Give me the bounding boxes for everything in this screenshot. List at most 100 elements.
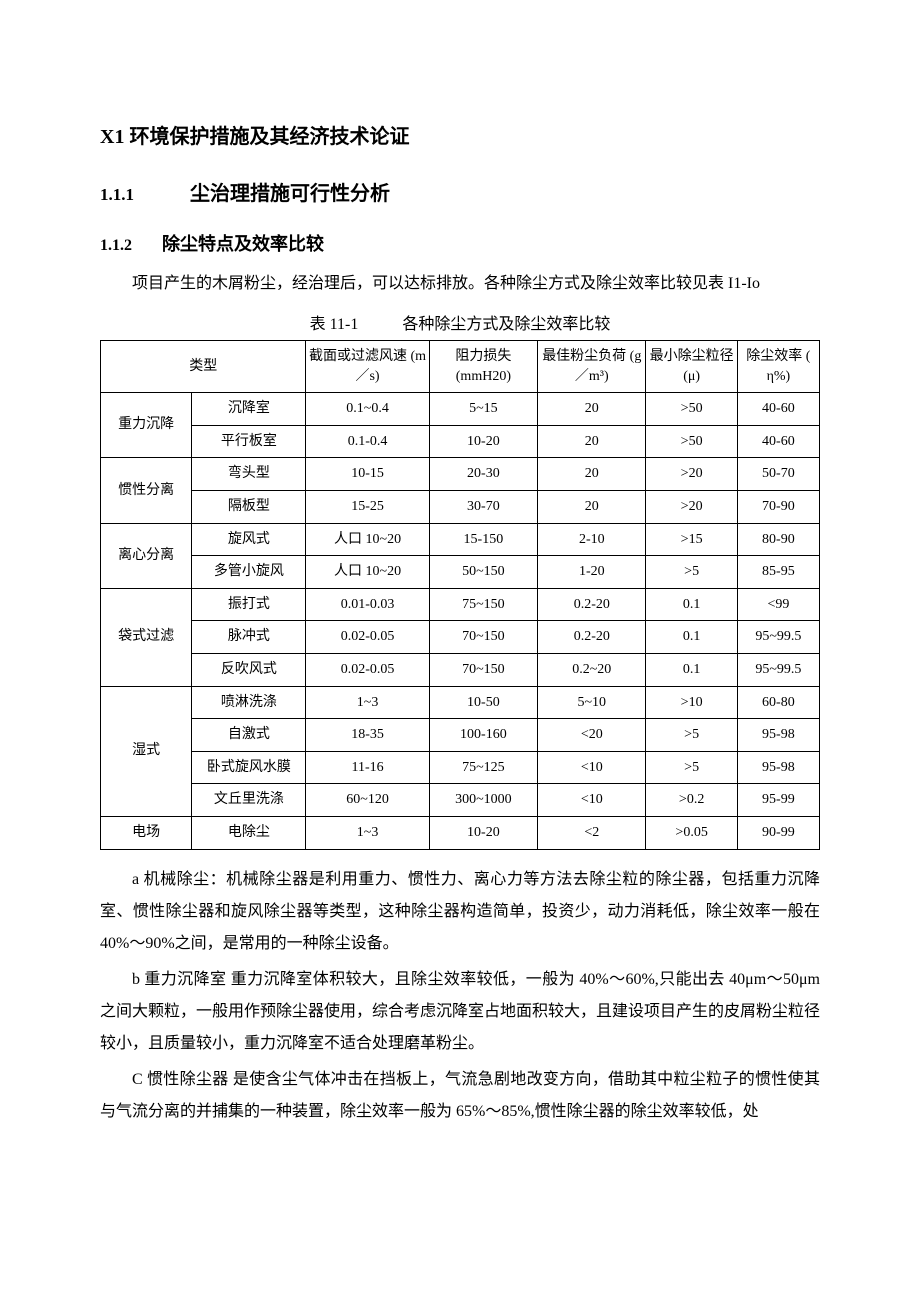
cell-min-particle: 0.1 bbox=[646, 653, 737, 686]
subsection-title: 除尘特点及效率比较 bbox=[162, 230, 324, 256]
table-row: 反吹风式0.02-0.0570~1500.2~200.195~99.5 bbox=[101, 653, 820, 686]
cell-subtype: 沉降室 bbox=[192, 393, 306, 426]
cell-subtype: 隔板型 bbox=[192, 490, 306, 523]
cell-subtype: 喷淋洗涤 bbox=[192, 686, 306, 719]
cell-category: 电场 bbox=[101, 816, 192, 849]
cell-min-particle: >5 bbox=[646, 751, 737, 784]
cell-pressure-loss: 30-70 bbox=[429, 490, 537, 523]
section-number: 1.1.1 bbox=[100, 185, 190, 205]
cell-min-particle: >0.05 bbox=[646, 816, 737, 849]
cell-efficiency: 40-60 bbox=[737, 425, 819, 458]
cell-min-particle: >5 bbox=[646, 719, 737, 752]
cell-dust-load: 5~10 bbox=[538, 686, 646, 719]
cell-efficiency: 60-80 bbox=[737, 686, 819, 719]
cell-efficiency: 40-60 bbox=[737, 393, 819, 426]
paragraph-c: C 惯性除尘器 是使含尘气体冲击在挡板上，气流急剧地改变方向，借助其中粒尘粒子的… bbox=[100, 1064, 820, 1128]
table-row: 袋式过滤振打式0.01-0.0375~1500.2-200.1<99 bbox=[101, 588, 820, 621]
table-header-row: 类型 截面或过滤风速 (m／s) 阻力损失 (mmH20) 最佳粉尘负荷 (g／… bbox=[101, 341, 820, 393]
cell-pressure-loss: 5~15 bbox=[429, 393, 537, 426]
cell-min-particle: 0.1 bbox=[646, 588, 737, 621]
table-row: 电场电除尘1~310-20<2>0.0590-99 bbox=[101, 816, 820, 849]
section-heading: 1.1.1 尘治理措施可行性分析 bbox=[100, 177, 820, 206]
cell-velocity: 人口 10~20 bbox=[306, 523, 429, 556]
table-row: 离心分离旋风式人口 10~2015-1502-10>1580-90 bbox=[101, 523, 820, 556]
cell-dust-load: 20 bbox=[538, 425, 646, 458]
cell-subtype: 自激式 bbox=[192, 719, 306, 752]
table-number: 表 11-1 bbox=[310, 316, 359, 333]
cell-dust-load: 2-10 bbox=[538, 523, 646, 556]
cell-velocity: 0.1~0.4 bbox=[306, 393, 429, 426]
cell-efficiency: 95-98 bbox=[737, 751, 819, 784]
cell-velocity: 60~120 bbox=[306, 784, 429, 817]
cell-efficiency: 95-99 bbox=[737, 784, 819, 817]
table-row: 平行板室0.1-0.410-2020>5040-60 bbox=[101, 425, 820, 458]
cell-min-particle: >5 bbox=[646, 556, 737, 589]
cell-dust-load: <10 bbox=[538, 784, 646, 817]
cell-pressure-loss: 100-160 bbox=[429, 719, 537, 752]
cell-velocity: 15-25 bbox=[306, 490, 429, 523]
cell-subtype: 脉冲式 bbox=[192, 621, 306, 654]
cell-dust-load: <2 bbox=[538, 816, 646, 849]
table-row: 卧式旋风水膜11-1675~125<10>595-98 bbox=[101, 751, 820, 784]
cell-efficiency: 90-99 bbox=[737, 816, 819, 849]
cell-dust-load: 0.2-20 bbox=[538, 588, 646, 621]
cell-pressure-loss: 70~150 bbox=[429, 621, 537, 654]
cell-min-particle: >10 bbox=[646, 686, 737, 719]
cell-efficiency: 85-95 bbox=[737, 556, 819, 589]
table-row: 自激式18-35100-160<20>595-98 bbox=[101, 719, 820, 752]
table-row: 文丘里洗涤60~120300~1000<10>0.295-99 bbox=[101, 784, 820, 817]
cell-dust-load: 20 bbox=[538, 393, 646, 426]
paragraph-a: a 机械除尘：机械除尘器是利用重力、惯性力、离心力等方法去除尘粒的除尘器，包括重… bbox=[100, 864, 820, 960]
subsection-number: 1.1.2 bbox=[100, 237, 162, 255]
cell-category: 重力沉降 bbox=[101, 393, 192, 458]
cell-subtype: 电除尘 bbox=[192, 816, 306, 849]
subsection-heading: 1.1.2 除尘特点及效率比较 bbox=[100, 230, 820, 256]
cell-dust-load: <10 bbox=[538, 751, 646, 784]
paragraph-b: b 重力沉降室 重力沉降室体积较大，且除尘效率较低，一般为 40%～60%,只能… bbox=[100, 964, 820, 1060]
cell-dust-load: <20 bbox=[538, 719, 646, 752]
cell-category: 袋式过滤 bbox=[101, 588, 192, 686]
cell-pressure-loss: 20-30 bbox=[429, 458, 537, 491]
table-row: 隔板型15-2530-7020>2070-90 bbox=[101, 490, 820, 523]
cell-subtype: 平行板室 bbox=[192, 425, 306, 458]
cell-velocity: 11-16 bbox=[306, 751, 429, 784]
cell-efficiency: <99 bbox=[737, 588, 819, 621]
cell-category: 惯性分离 bbox=[101, 458, 192, 523]
dust-removal-table: 类型 截面或过滤风速 (m／s) 阻力损失 (mmH20) 最佳粉尘负荷 (g／… bbox=[100, 340, 820, 850]
intro-paragraph: 项目产生的木屑粉尘，经治理后，可以达标排放。各种除尘方式及除尘效率比较见表 I1… bbox=[100, 268, 820, 300]
cell-subtype: 卧式旋风水膜 bbox=[192, 751, 306, 784]
cell-min-particle: >20 bbox=[646, 458, 737, 491]
table-title: 各种除尘方式及除尘效率比较 bbox=[402, 316, 610, 333]
cell-pressure-loss: 10-20 bbox=[429, 425, 537, 458]
cell-pressure-loss: 15-150 bbox=[429, 523, 537, 556]
cell-efficiency: 70-90 bbox=[737, 490, 819, 523]
cell-category: 离心分离 bbox=[101, 523, 192, 588]
cell-efficiency: 50-70 bbox=[737, 458, 819, 491]
table-row: 惯性分离弯头型10-1520-3020>2050-70 bbox=[101, 458, 820, 491]
table-row: 湿式喷淋洗涤1~310-505~10>1060-80 bbox=[101, 686, 820, 719]
cell-subtype: 反吹风式 bbox=[192, 653, 306, 686]
cell-pressure-loss: 75~125 bbox=[429, 751, 537, 784]
cell-efficiency: 80-90 bbox=[737, 523, 819, 556]
cell-efficiency: 95~99.5 bbox=[737, 653, 819, 686]
cell-min-particle: 0.1 bbox=[646, 621, 737, 654]
th-min-particle: 最小除尘粒径 (μ) bbox=[646, 341, 737, 393]
cell-subtype: 旋风式 bbox=[192, 523, 306, 556]
cell-velocity: 1~3 bbox=[306, 816, 429, 849]
table-row: 重力沉降沉降室0.1~0.45~1520>5040-60 bbox=[101, 393, 820, 426]
cell-min-particle: >20 bbox=[646, 490, 737, 523]
cell-pressure-loss: 10-20 bbox=[429, 816, 537, 849]
th-type: 类型 bbox=[101, 341, 306, 393]
cell-min-particle: >0.2 bbox=[646, 784, 737, 817]
cell-subtype: 文丘里洗涤 bbox=[192, 784, 306, 817]
cell-velocity: 10-15 bbox=[306, 458, 429, 491]
cell-category: 湿式 bbox=[101, 686, 192, 816]
cell-subtype: 弯头型 bbox=[192, 458, 306, 491]
cell-velocity: 0.02-0.05 bbox=[306, 653, 429, 686]
table-row: 多管小旋风人口 10~2050~1501-20>585-95 bbox=[101, 556, 820, 589]
cell-min-particle: >15 bbox=[646, 523, 737, 556]
cell-velocity: 18-35 bbox=[306, 719, 429, 752]
cell-efficiency: 95~99.5 bbox=[737, 621, 819, 654]
cell-velocity: 0.02-0.05 bbox=[306, 621, 429, 654]
cell-pressure-loss: 300~1000 bbox=[429, 784, 537, 817]
